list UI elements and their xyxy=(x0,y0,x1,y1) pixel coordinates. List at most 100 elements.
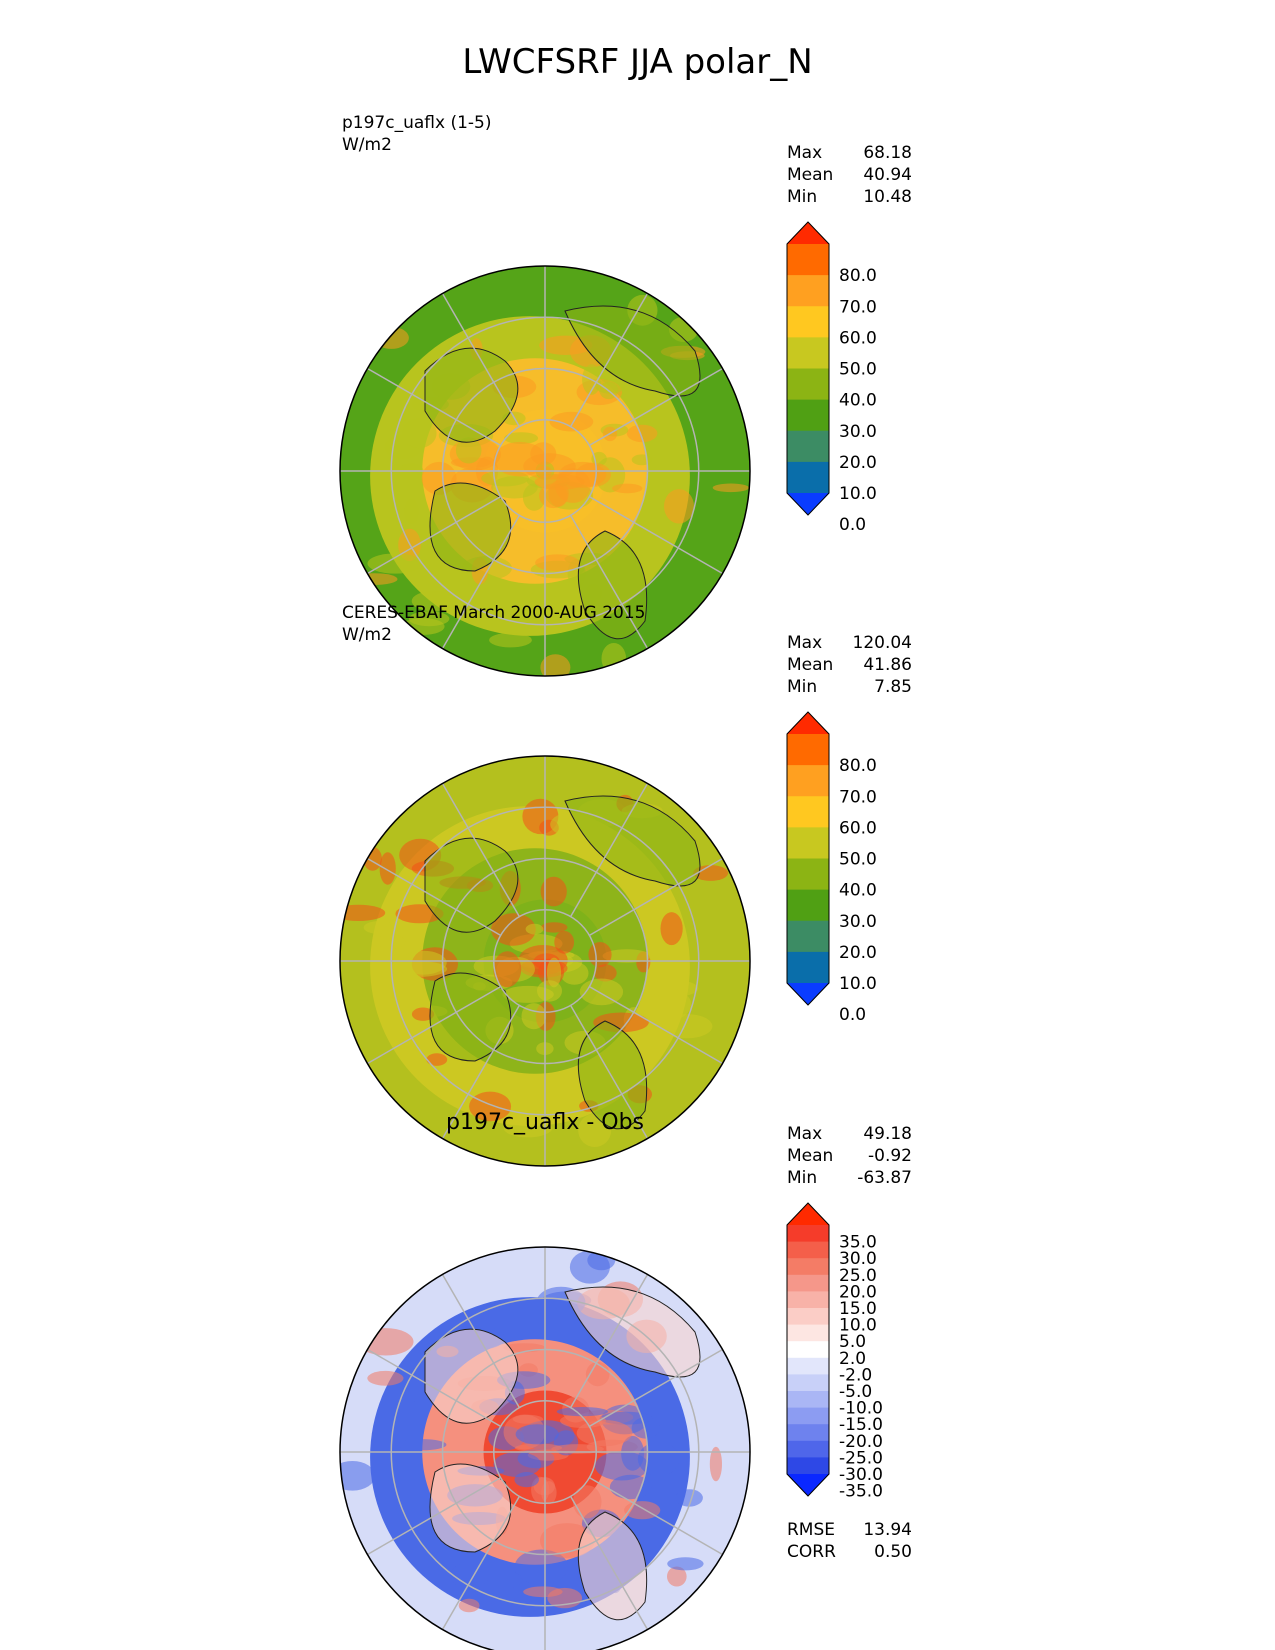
land-outline xyxy=(564,305,701,397)
colorbar-segment xyxy=(787,1241,829,1259)
field-ring-pole xyxy=(483,899,607,1023)
colorbar-tick-label: 70.0 xyxy=(839,297,877,317)
meridian-line xyxy=(441,1496,521,1630)
land-outline xyxy=(577,1511,648,1621)
field-blob xyxy=(493,441,547,477)
field-blob xyxy=(514,1443,563,1453)
field-blob xyxy=(548,480,569,507)
stat-label: Max xyxy=(787,633,823,653)
colorbar-segment xyxy=(787,244,829,276)
field-blob xyxy=(621,1435,645,1471)
colorbar-tick-label: 50.0 xyxy=(839,850,877,870)
colorbar-segment xyxy=(787,1291,829,1309)
colorbar-tick-label: 30.0 xyxy=(839,1249,877,1269)
field-blob xyxy=(536,1286,586,1318)
field-blob xyxy=(609,1474,652,1500)
field-blob xyxy=(535,1001,556,1031)
field-blob xyxy=(556,1407,609,1417)
field-blob xyxy=(465,974,513,991)
field-blob xyxy=(384,435,423,459)
field-blob xyxy=(550,812,598,837)
field-blob xyxy=(669,316,699,342)
field-blob xyxy=(411,860,455,877)
field-blob xyxy=(624,1501,661,1520)
field-blob xyxy=(553,1430,579,1456)
stat-row: Mean 40.94 xyxy=(787,164,912,186)
panel-title: p197c_uaflx (1-5) W/m2 xyxy=(342,112,491,156)
colorbar-extend-high xyxy=(787,222,829,244)
field-blob xyxy=(549,411,594,432)
field-blob xyxy=(493,951,522,988)
stat-value: 41.86 xyxy=(863,655,912,675)
stat-row: Mean 41.86 xyxy=(787,654,912,676)
field-blob xyxy=(340,1461,376,1491)
stat-label: CORR xyxy=(787,1542,836,1562)
field-ring-mid xyxy=(370,316,690,636)
field-blob xyxy=(539,951,583,973)
field-blob xyxy=(538,958,565,986)
field-blob xyxy=(633,1053,648,1065)
meridian-line xyxy=(441,1274,521,1408)
colorbar-tick-label: 0.0 xyxy=(839,1005,866,1025)
colorbar-extend-low xyxy=(787,983,829,1005)
colorbar-segment xyxy=(787,1308,829,1326)
field-blob xyxy=(463,1327,505,1350)
colorbar: 80.0 70.0 60.0 50.0 40.0 30.0 20.0 10.0 0.0 xyxy=(786,711,877,1025)
field-blob xyxy=(626,1319,667,1354)
field-blob xyxy=(541,1481,557,1505)
field-blob xyxy=(579,978,624,1006)
field-blob xyxy=(452,1512,506,1525)
meridian-line xyxy=(569,783,649,917)
field-blob xyxy=(558,461,607,488)
field-blob xyxy=(594,457,626,493)
latitude-circle xyxy=(390,316,700,626)
field-blob xyxy=(495,1506,509,1535)
field-blob xyxy=(535,554,580,572)
field-blob xyxy=(621,803,663,819)
colorbar-segment xyxy=(787,1424,829,1442)
field-blob xyxy=(350,573,398,585)
field-blob xyxy=(626,424,658,443)
field-blob xyxy=(431,1327,471,1346)
stat-label: Min xyxy=(787,677,818,697)
colorbar-segment xyxy=(787,734,829,766)
field-blob xyxy=(521,1003,547,1030)
field-blob xyxy=(373,326,409,349)
stat-value: 7.85 xyxy=(874,677,912,697)
meridian-line xyxy=(589,1348,723,1428)
colorbar-tick-label: 50.0 xyxy=(839,360,877,380)
field-blob xyxy=(449,438,501,471)
colorbar-extend-low xyxy=(787,1474,829,1496)
stat-label: Max xyxy=(787,1124,823,1144)
field-blob xyxy=(524,958,567,969)
field-blob xyxy=(467,879,494,892)
colorbar-tick-label: 80.0 xyxy=(839,266,877,286)
colorbar-segment xyxy=(787,368,829,401)
field-blob xyxy=(397,1439,447,1451)
field-blob xyxy=(560,1413,606,1429)
field-blob xyxy=(493,1452,542,1477)
field-blob xyxy=(575,462,611,487)
colorbar-segment xyxy=(787,1258,829,1276)
field-blob xyxy=(496,956,535,982)
field-blob xyxy=(522,483,546,511)
panel-left-title: p197c_uaflx (1-5) xyxy=(342,113,492,133)
colorbar-segment xyxy=(787,765,829,797)
stat-value: 10.48 xyxy=(863,187,912,207)
stat-value: -0.92 xyxy=(868,1146,912,1166)
field-blob xyxy=(512,1414,544,1424)
colorbar-segment xyxy=(787,306,829,338)
field-blob xyxy=(379,852,396,885)
field-blob xyxy=(526,473,571,489)
meridian-line xyxy=(569,293,649,427)
meridian-line xyxy=(441,783,521,917)
field-blob xyxy=(545,481,594,510)
field-blob xyxy=(402,418,437,449)
stat-value: -63.87 xyxy=(857,1168,912,1188)
panel-title: CERES-EBAF March 2000-AUG 2015 W/m2 xyxy=(342,602,645,646)
field-blob xyxy=(497,1371,551,1389)
latitude-circle xyxy=(441,367,649,575)
field-blob xyxy=(375,934,406,949)
